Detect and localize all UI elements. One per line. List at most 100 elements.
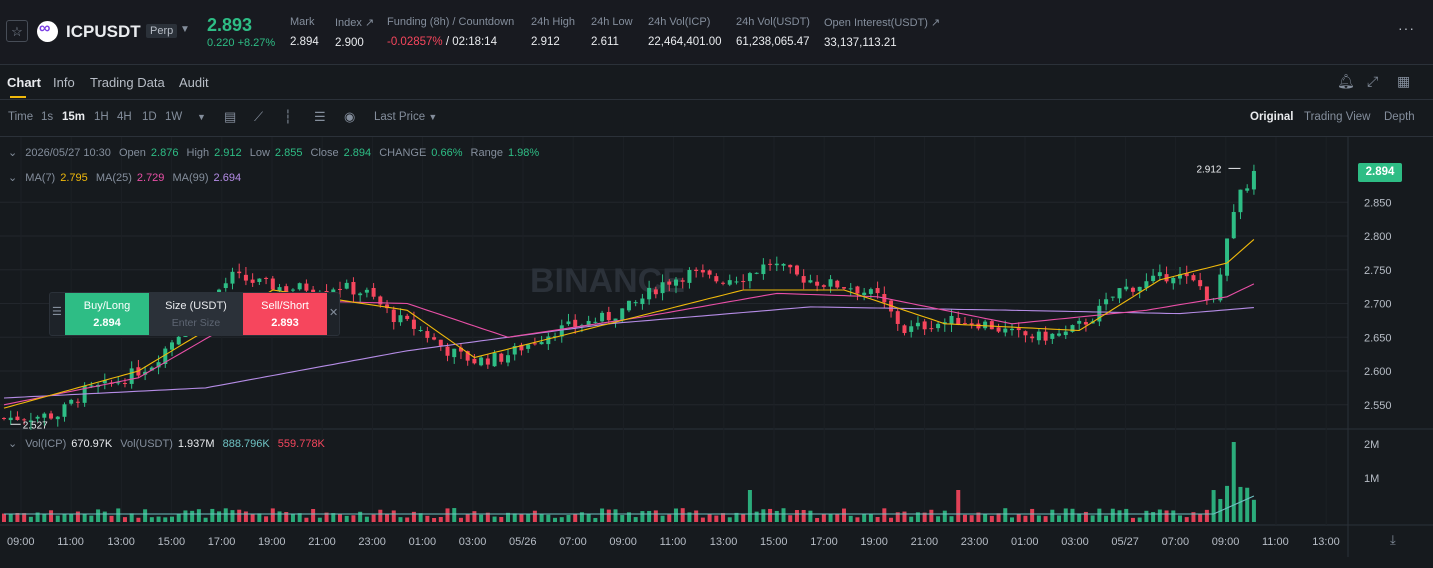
interval-1h[interactable]: 1H bbox=[94, 111, 109, 123]
fullscreen-icon[interactable]: ⤢ bbox=[1367, 73, 1379, 89]
candle-type-icon[interactable]: ┆ bbox=[284, 109, 292, 124]
indicator-line-icon[interactable]: ⟋ bbox=[254, 109, 264, 124]
candle-body bbox=[411, 319, 416, 329]
view-trading-view[interactable]: Trading View bbox=[1304, 111, 1371, 123]
stat-funding: Funding (8h) / Countdown -0.02857% / 02:… bbox=[387, 16, 514, 48]
volume-bar bbox=[868, 513, 873, 522]
scroll-to-latest-icon[interactable]: ⤓ bbox=[1390, 533, 1396, 548]
tab-info[interactable]: Info bbox=[53, 75, 75, 90]
candle-body bbox=[942, 322, 947, 325]
volume-bar bbox=[96, 509, 101, 522]
candle-body bbox=[22, 419, 27, 421]
candle-body bbox=[1050, 333, 1055, 339]
more-options-icon[interactable]: ··· bbox=[1398, 20, 1415, 36]
candle-body bbox=[55, 416, 60, 420]
candle-body bbox=[1184, 273, 1189, 277]
sell-short-button[interactable]: Sell/Short 2.893 bbox=[243, 293, 327, 335]
volume-bar bbox=[452, 508, 457, 522]
layout-grid-icon[interactable]: ▦ bbox=[1397, 73, 1411, 89]
candlesticks bbox=[2, 164, 1256, 430]
buy-long-button[interactable]: Buy/Long 2.894 bbox=[65, 293, 149, 335]
candle-body bbox=[754, 272, 759, 274]
interval-1w[interactable]: 1W bbox=[165, 111, 183, 123]
volume-bar bbox=[1144, 510, 1149, 522]
interval-dropdown-icon[interactable]: ▼ bbox=[197, 112, 206, 122]
volume-bar bbox=[317, 517, 322, 522]
volume-bar bbox=[902, 511, 907, 522]
low-marker-label: 2.527 bbox=[23, 420, 48, 431]
ma-legend-caret-icon[interactable]: ⌄ bbox=[8, 172, 18, 184]
candle-body bbox=[458, 347, 463, 352]
volume-bar bbox=[680, 508, 685, 522]
candle-body bbox=[2, 418, 6, 420]
close-value: 2.894 bbox=[343, 147, 372, 159]
time-tick-label: 13:00 bbox=[710, 536, 738, 548]
view-original[interactable]: Original bbox=[1250, 111, 1294, 123]
vol-legend-caret-icon[interactable]: ⌄ bbox=[8, 438, 18, 450]
legend-caret-icon[interactable]: ⌄ bbox=[8, 147, 18, 159]
volume-bar bbox=[600, 508, 605, 522]
volume-bar bbox=[969, 515, 974, 522]
drawing-tools-icon[interactable]: ◉ bbox=[344, 109, 356, 124]
stat-label: 24h High bbox=[531, 16, 576, 28]
candle-body bbox=[633, 302, 638, 304]
price-change: 0.220 +8.27% bbox=[207, 37, 276, 49]
favorite-star-icon[interactable]: ☆ bbox=[6, 20, 28, 42]
close-icon[interactable]: ✕ bbox=[329, 307, 339, 319]
candle-body bbox=[1204, 286, 1209, 301]
volume-bar bbox=[1110, 508, 1115, 522]
candle-body bbox=[405, 315, 410, 320]
alert-bell-icon[interactable]: 🔔︎ bbox=[1337, 73, 1355, 89]
interval-1s[interactable]: 1s bbox=[41, 111, 54, 123]
size-input[interactable] bbox=[152, 316, 240, 330]
symbol-name[interactable]: ICPUSDT bbox=[66, 22, 141, 41]
tab-chart[interactable]: Chart bbox=[7, 75, 41, 90]
price-type-select[interactable]: Last Price ▼ bbox=[374, 111, 437, 123]
candle-body bbox=[250, 279, 255, 283]
sell-short-label: Sell/Short bbox=[261, 300, 309, 312]
volume-bar bbox=[264, 516, 269, 522]
volume-bar bbox=[89, 515, 94, 522]
candle-body bbox=[700, 269, 705, 273]
volume-bar bbox=[499, 516, 504, 522]
volume-bar bbox=[842, 508, 846, 522]
calendar-icon[interactable]: ▤ bbox=[224, 109, 237, 124]
volume-bar bbox=[821, 513, 826, 522]
candle-body bbox=[432, 337, 437, 340]
volume-bar bbox=[922, 512, 927, 522]
candle-body bbox=[1238, 189, 1243, 213]
view-depth[interactable]: Depth bbox=[1384, 111, 1415, 123]
drag-handle-icon[interactable]: ☰ bbox=[52, 306, 62, 318]
candle-body bbox=[264, 277, 269, 279]
stat-24h-high: 24h High 2.912 bbox=[531, 16, 575, 48]
low-label: Low bbox=[249, 147, 270, 159]
settings-list-icon[interactable]: ☰ bbox=[314, 109, 326, 124]
volume-bar bbox=[1211, 490, 1216, 522]
tab-audit[interactable]: Audit bbox=[179, 75, 209, 90]
candle-body bbox=[284, 286, 289, 292]
candle-body bbox=[277, 287, 282, 292]
candle-body bbox=[1023, 331, 1028, 336]
candle-body bbox=[842, 287, 846, 289]
candle-body bbox=[1077, 320, 1082, 324]
volume-bar bbox=[882, 508, 887, 522]
time-tick-label: 11:00 bbox=[660, 536, 687, 548]
ma7-label: MA(7) bbox=[25, 172, 56, 184]
stat-index[interactable]: Index ↗ 2.900 bbox=[335, 16, 374, 49]
tab-trading-data[interactable]: Trading Data bbox=[90, 75, 165, 90]
candle-body bbox=[875, 288, 880, 294]
interval-1d[interactable]: 1D bbox=[142, 111, 157, 123]
stat-label: 24h Low bbox=[591, 16, 633, 28]
interval-4h[interactable]: 4H bbox=[117, 111, 132, 123]
stat-value: 2.894 bbox=[290, 36, 319, 48]
volume-bar bbox=[116, 508, 121, 522]
candle-body bbox=[351, 281, 356, 295]
interval-15m[interactable]: 15m bbox=[62, 111, 86, 123]
ma7-value: 2.795 bbox=[60, 172, 88, 184]
price-chart[interactable]: BINANCE 2.8502.8002.7502.7002.6502.6002.… bbox=[0, 137, 1433, 557]
symbol-dropdown-caret-icon[interactable]: ▼ bbox=[180, 24, 190, 35]
stat-open-interest[interactable]: Open Interest(USDT) ↗ 33,137,113.21 bbox=[824, 16, 940, 49]
candle-body bbox=[620, 308, 625, 321]
candle-body bbox=[862, 292, 867, 296]
volume-bar bbox=[996, 513, 1001, 522]
